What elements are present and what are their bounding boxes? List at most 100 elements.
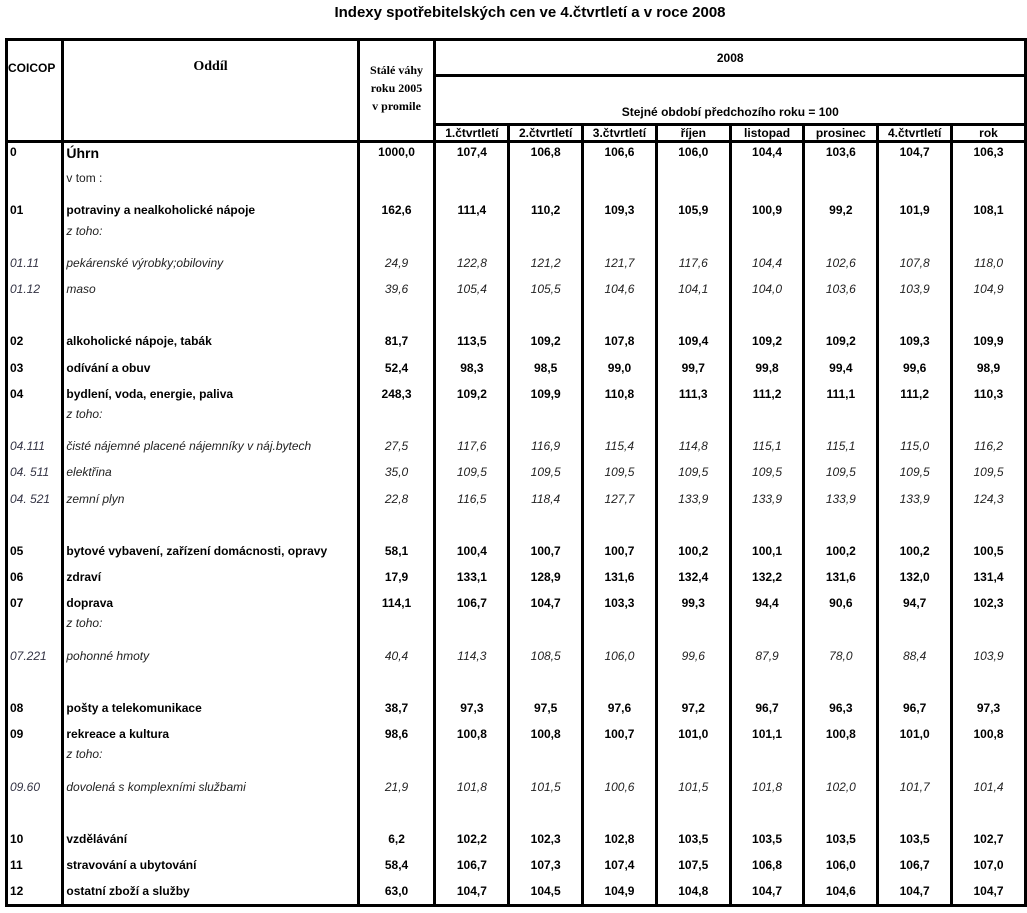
index-value: 107,0 bbox=[950, 852, 1027, 879]
coicop-code: 02 bbox=[4, 328, 65, 355]
index-value: 100,8 bbox=[950, 721, 1027, 748]
header-weights-line1: Stálé váhy bbox=[370, 63, 424, 77]
index-value bbox=[507, 616, 585, 643]
index-value: 118,4 bbox=[507, 485, 585, 512]
index-value bbox=[507, 668, 585, 695]
section-name: ostatní zboží a služby bbox=[61, 878, 360, 908]
index-value: 102,8 bbox=[581, 825, 658, 853]
index-value: 110,8 bbox=[581, 380, 658, 407]
index-value bbox=[802, 511, 880, 538]
index-value: 114,8 bbox=[654, 433, 732, 460]
column-header: 1.čtvrtletí bbox=[433, 123, 511, 143]
index-value: 100,5 bbox=[950, 537, 1027, 564]
table-row: 08 pošty a telekomunikace 38,7 97,3 97,5 97,6… bbox=[4, 694, 1027, 722]
table-row: 10 vzdělávání 6,2 102,2 102,3 102,8 103,5 103,5… bbox=[4, 825, 1027, 853]
index-value bbox=[950, 668, 1027, 695]
index-value: 111,4 bbox=[433, 197, 511, 224]
index-value: 113,5 bbox=[433, 328, 511, 355]
index-value: 103,5 bbox=[876, 825, 954, 853]
coicop-code: 04. 521 bbox=[4, 485, 65, 512]
table-row: 04. 521 zemní plyn 22,8 116,5 118,4 127,7 133,… bbox=[4, 485, 1027, 512]
section-name: rekreace a kultura bbox=[61, 721, 360, 748]
table-row: z toho: bbox=[4, 223, 1027, 250]
index-value: 97,3 bbox=[433, 694, 511, 722]
index-value: 116,9 bbox=[507, 433, 585, 460]
index-value: 102,0 bbox=[802, 773, 880, 800]
index-value bbox=[950, 747, 1027, 774]
index-value bbox=[507, 747, 585, 774]
index-value: 100,8 bbox=[433, 721, 511, 748]
index-value: 109,4 bbox=[654, 328, 732, 355]
index-value bbox=[802, 668, 880, 695]
index-value: 102,6 bbox=[802, 249, 880, 276]
table-row: 06 zdraví 17,9 133,1 128,9 131,6 132,4 132,2 131… bbox=[4, 564, 1027, 591]
coicop-code bbox=[4, 616, 65, 643]
index-value bbox=[802, 302, 880, 329]
section-name: pošty a telekomunikace bbox=[61, 694, 360, 722]
column-header: listopad bbox=[728, 123, 806, 143]
index-value: 103,9 bbox=[950, 642, 1027, 669]
column-header: prosinec bbox=[802, 123, 880, 143]
weight-value: 22,8 bbox=[356, 485, 437, 512]
index-value bbox=[950, 223, 1027, 250]
table-row bbox=[4, 302, 1027, 329]
index-value bbox=[507, 406, 585, 434]
index-value bbox=[876, 406, 954, 434]
column-header: 2.čtvrtletí bbox=[507, 123, 585, 143]
table-row: 0 Úhrn 1000,0 107,4 106,8 106,6 106,0 104,4 103,… bbox=[4, 141, 1027, 172]
table-row bbox=[4, 799, 1027, 826]
weight-value bbox=[356, 406, 437, 434]
header-year: 2008 bbox=[433, 38, 1027, 77]
index-value: 132,0 bbox=[876, 564, 954, 591]
index-value: 131,6 bbox=[581, 564, 658, 591]
coicop-code: 08 bbox=[4, 694, 65, 722]
index-value: 78,0 bbox=[802, 642, 880, 669]
weight-value: 114,1 bbox=[356, 590, 437, 617]
section-name: v tom : bbox=[61, 171, 360, 198]
index-value: 114,3 bbox=[433, 642, 511, 669]
index-value: 100,2 bbox=[654, 537, 732, 564]
index-value bbox=[507, 302, 585, 329]
index-value bbox=[950, 799, 1027, 826]
weight-value: 27,5 bbox=[356, 433, 437, 460]
index-value: 117,6 bbox=[654, 249, 732, 276]
index-value bbox=[802, 171, 880, 198]
index-value: 104,6 bbox=[581, 275, 658, 303]
index-value bbox=[876, 668, 954, 695]
index-value bbox=[728, 668, 806, 695]
column-header: říjen bbox=[654, 123, 732, 143]
index-value bbox=[728, 302, 806, 329]
table-row: 01.12 maso 39,6 105,4 105,5 104,6 104,1 104,0 10… bbox=[4, 275, 1027, 303]
weight-value: 17,9 bbox=[356, 564, 437, 591]
index-value: 104,7 bbox=[433, 878, 511, 908]
header-weights-line3: v promile bbox=[372, 99, 421, 113]
coicop-code bbox=[4, 668, 65, 695]
index-value: 103,6 bbox=[802, 141, 880, 172]
index-value: 109,3 bbox=[876, 328, 954, 355]
section-name: zemní plyn bbox=[61, 485, 360, 512]
index-value bbox=[802, 616, 880, 643]
index-value: 106,8 bbox=[507, 141, 585, 172]
index-value: 131,4 bbox=[950, 564, 1027, 591]
index-value: 101,8 bbox=[728, 773, 806, 800]
column-header: 4.čtvrtletí bbox=[876, 123, 954, 143]
table-row: 07.221 pohonné hmoty 40,4 114,3 108,5 106,0 99… bbox=[4, 642, 1027, 669]
index-value bbox=[433, 302, 511, 329]
index-value: 133,9 bbox=[654, 485, 732, 512]
weight-value bbox=[356, 223, 437, 250]
index-value bbox=[654, 223, 732, 250]
index-value: 116,2 bbox=[950, 433, 1027, 460]
column-header: rok bbox=[950, 123, 1027, 143]
index-value: 104,5 bbox=[507, 878, 585, 908]
index-value: 111,1 bbox=[802, 380, 880, 407]
table-row: 03 odívání a obuv 52,4 98,3 98,5 99,0 99,7 99,8… bbox=[4, 354, 1027, 381]
index-value: 106,8 bbox=[728, 852, 806, 879]
section-name: pekárenské výrobky;obiloviny bbox=[61, 249, 360, 276]
index-value: 109,5 bbox=[802, 459, 880, 486]
coicop-code: 04. 511 bbox=[4, 459, 65, 486]
table-row: 04 bydlení, voda, energie, paliva 248,3 109… bbox=[4, 380, 1027, 407]
index-value: 104,9 bbox=[581, 878, 658, 908]
index-value: 102,3 bbox=[950, 590, 1027, 617]
index-value: 109,9 bbox=[950, 328, 1027, 355]
index-value bbox=[802, 747, 880, 774]
